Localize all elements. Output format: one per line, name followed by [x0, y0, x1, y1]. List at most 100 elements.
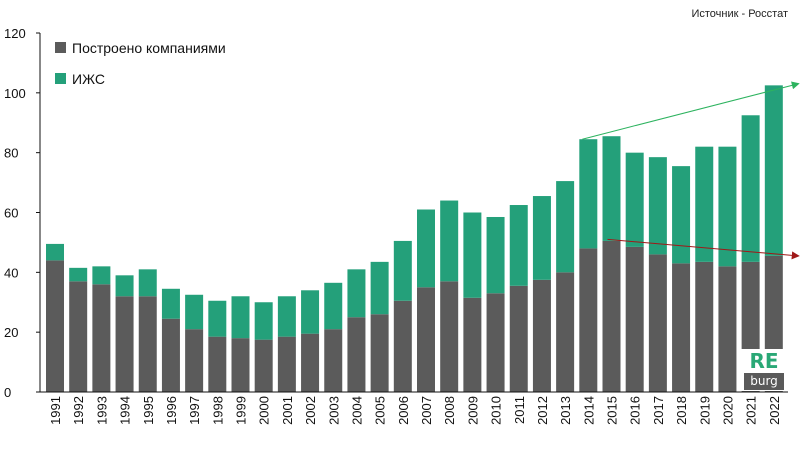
legend: Построено компаниями ИЖС	[55, 40, 226, 87]
bar-companies	[486, 293, 505, 392]
x-tick-label: 2020	[720, 396, 735, 425]
bar-izhs	[161, 288, 180, 319]
bar-companies	[393, 300, 412, 392]
total-trend-line	[582, 81, 800, 140]
legend-swatch-companies	[55, 42, 66, 53]
bar-companies	[370, 314, 389, 392]
bar-companies	[532, 279, 551, 392]
bar-companies	[509, 285, 528, 392]
bar-companies	[46, 260, 64, 392]
bar-izhs	[463, 212, 482, 298]
bar-companies	[231, 338, 250, 392]
logo-re-text: RE	[749, 349, 779, 373]
x-tick-label: 2008	[442, 396, 457, 425]
bar-izhs	[602, 136, 621, 241]
bar-companies	[254, 339, 273, 392]
bar-izhs	[92, 266, 111, 285]
bar-companies	[185, 329, 204, 392]
bar-companies	[69, 281, 88, 392]
x-tick-label: 2011	[512, 396, 527, 424]
bar-companies	[556, 272, 575, 392]
bar-companies	[301, 333, 320, 392]
legend-swatch-izhs	[55, 73, 66, 84]
companies-trend-line	[607, 238, 800, 260]
bar-companies	[718, 266, 737, 392]
bar-izhs	[277, 296, 296, 337]
x-tick-label: 2012	[535, 396, 550, 425]
x-tick-label: 2013	[558, 396, 573, 425]
bar-izhs	[324, 282, 343, 330]
bar-companies	[208, 336, 227, 392]
x-tick-label: 2007	[419, 396, 434, 425]
trend-lines	[582, 81, 800, 260]
bar-companies	[625, 246, 644, 392]
y-tick-label: 120	[4, 26, 26, 41]
bar-izhs	[509, 205, 528, 286]
x-tick-label: 2003	[326, 396, 341, 425]
x-tick-label: 1999	[234, 396, 249, 425]
x-tick-label: 1991	[48, 396, 63, 425]
bar-izhs	[185, 294, 204, 330]
x-tick-label: 2001	[280, 396, 295, 425]
x-tick-label: 2019	[697, 396, 712, 425]
x-tick-label: 2000	[257, 396, 272, 425]
bar-izhs	[486, 216, 505, 294]
bar-companies	[579, 248, 598, 392]
bar-companies	[277, 336, 296, 392]
logo-burg-text: burg	[744, 373, 784, 390]
x-tick-label: 2005	[373, 396, 388, 425]
bar-izhs	[254, 302, 273, 340]
x-tick-label: 2002	[303, 396, 318, 425]
x-tick-label: 2014	[581, 396, 596, 425]
y-tick-label: 20	[4, 325, 18, 340]
x-tick-label: 2006	[396, 396, 411, 425]
legend-label-companies: Построено компаниями	[72, 40, 226, 56]
x-tick-label: 1998	[210, 396, 225, 425]
bar-izhs	[556, 181, 575, 273]
y-tick-label: 60	[4, 206, 18, 221]
bar-companies	[440, 281, 459, 392]
y-tick-label: 100	[4, 86, 26, 101]
bar-izhs	[115, 275, 134, 297]
source-note: Источник - Росстат	[691, 8, 788, 20]
x-tick-label: 2021	[744, 396, 759, 425]
x-tick-label: 1992	[71, 396, 86, 425]
y-tick-label: 40	[4, 265, 18, 280]
bar-izhs	[695, 146, 714, 262]
bar-izhs	[347, 269, 366, 318]
bar-companies	[161, 318, 180, 392]
y-tick-label: 0	[4, 385, 11, 400]
bar-companies	[92, 284, 111, 392]
bar-izhs	[69, 267, 88, 282]
bar-izhs	[370, 261, 389, 315]
bar-izhs	[417, 209, 435, 288]
legend-label-izhs: ИЖС	[72, 71, 105, 87]
bar-izhs	[648, 157, 667, 255]
bar-companies	[417, 287, 435, 392]
bar-companies	[347, 317, 366, 392]
bar-izhs	[46, 243, 64, 261]
bar-companies	[672, 263, 691, 392]
bar-izhs	[440, 200, 459, 282]
bar-izhs	[301, 290, 320, 334]
bar-companies	[115, 296, 134, 392]
bar-izhs	[532, 196, 551, 280]
x-tick-label: 2017	[651, 396, 666, 425]
bar-izhs	[208, 300, 227, 337]
x-tick-label: 2022	[767, 396, 782, 425]
bar-companies	[463, 297, 482, 392]
bar-izhs	[231, 296, 250, 339]
bar-izhs	[764, 85, 783, 256]
x-tick-label: 1996	[164, 396, 179, 425]
x-tick-label: 1997	[187, 396, 202, 425]
x-tick-label: 2018	[674, 396, 689, 425]
bar-izhs	[672, 166, 691, 264]
x-tick-label: 1994	[118, 396, 133, 425]
bar-izhs	[393, 240, 412, 301]
x-tick-label: 2004	[349, 396, 364, 425]
bar-izhs	[579, 139, 598, 249]
bar-izhs	[718, 146, 737, 267]
x-tick-label: 1995	[141, 396, 156, 425]
y-tick-label: 80	[4, 146, 18, 161]
